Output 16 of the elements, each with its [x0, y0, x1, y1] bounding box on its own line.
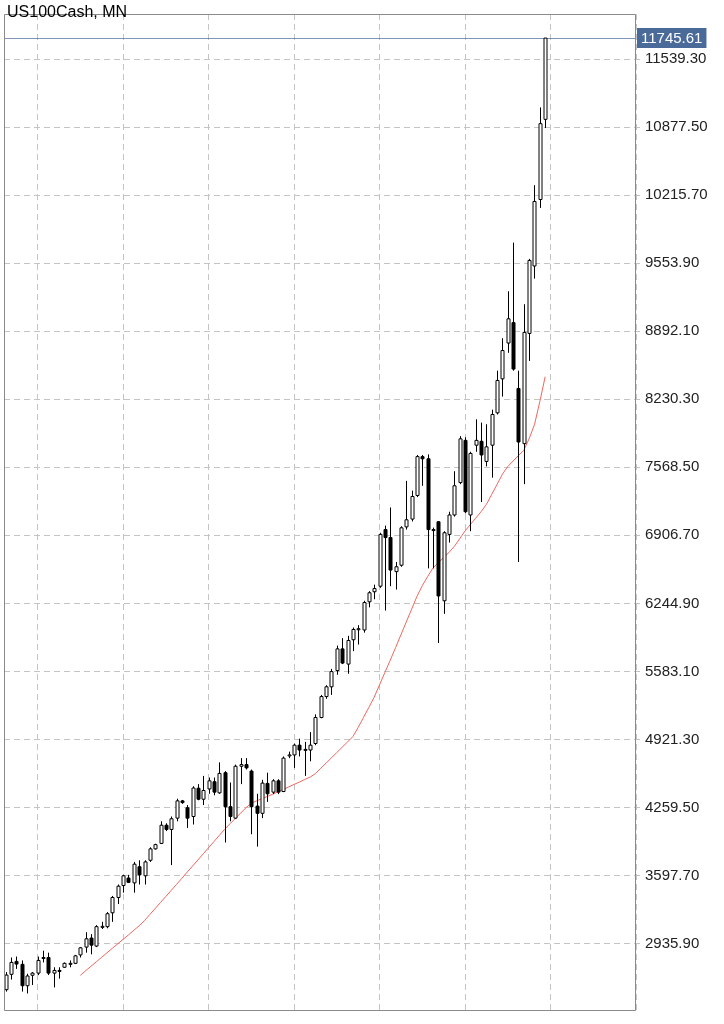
- y-tick-label: 8892.10: [645, 321, 700, 339]
- y-tick-label: 2935.90: [645, 933, 700, 951]
- y-tick-label: 4921.30: [645, 729, 700, 747]
- y-tick-label: 9553.90: [645, 253, 700, 271]
- y-tick-label: 6244.90: [645, 593, 700, 611]
- y-tick-label: 5583.10: [645, 661, 700, 679]
- chart-title: US100Cash, MN: [7, 3, 128, 21]
- y-tick-label: 6906.70: [645, 525, 700, 543]
- y-tick-label: 10877.50: [645, 117, 708, 135]
- y-tick-label: 4259.50: [645, 797, 700, 815]
- y-tick-label: 8230.30: [645, 389, 700, 407]
- y-tick-label: 7568.50: [645, 457, 700, 475]
- ref-line-label: 11745.61: [641, 29, 703, 47]
- y-tick-label: 10215.70: [645, 185, 708, 203]
- y-tick-label: 11539.30: [645, 49, 707, 67]
- y-tick-label: 3597.70: [645, 865, 700, 883]
